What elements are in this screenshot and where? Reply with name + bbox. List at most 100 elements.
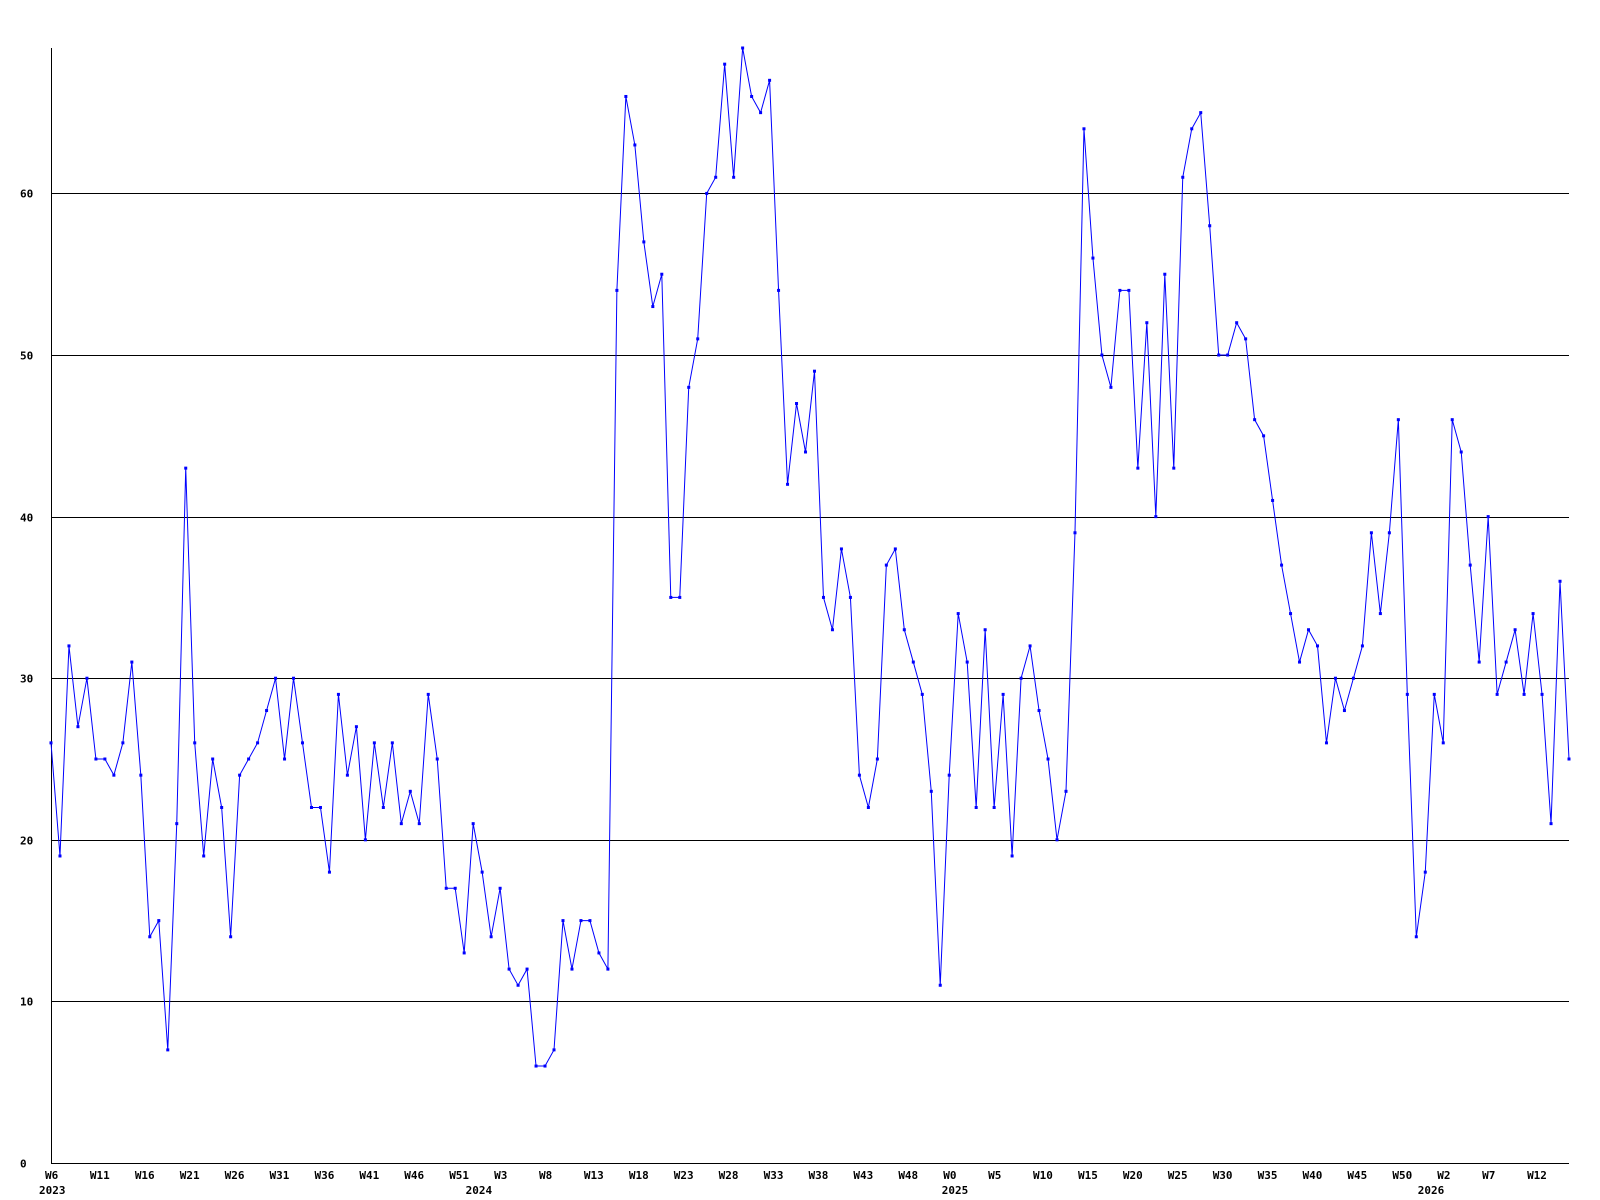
x-tick-label: W36 [314, 1169, 334, 1182]
data-point [265, 709, 269, 713]
data-point [408, 789, 412, 793]
x-tick-label: W46 [404, 1169, 424, 1182]
data-point [1369, 531, 1373, 535]
y-tick-label: 60 [20, 188, 33, 201]
x-tick-label: W12 [1527, 1169, 1547, 1182]
data-point [184, 466, 188, 470]
data-point [1387, 531, 1391, 535]
data-point [543, 1064, 547, 1068]
data-point [795, 402, 799, 406]
data-point [678, 595, 682, 599]
data-point [1037, 709, 1041, 713]
data-point [741, 46, 745, 50]
data-point [130, 660, 134, 664]
data-point [687, 385, 691, 389]
y-tick-label: 40 [20, 512, 33, 525]
data-point [1486, 515, 1490, 519]
data-point [1414, 935, 1418, 939]
x-tick-label: W10 [1033, 1169, 1053, 1182]
data-point [1010, 854, 1014, 858]
data-point [1082, 127, 1086, 131]
data-point [1405, 692, 1409, 696]
data-point [1360, 644, 1364, 648]
data-point [1477, 660, 1481, 664]
data-point [372, 741, 376, 745]
data-point [318, 805, 322, 809]
x-tick-label: W38 [808, 1169, 828, 1182]
x-tick-label: W26 [225, 1169, 245, 1182]
data-point [642, 240, 646, 244]
x-tick-label: W43 [853, 1169, 873, 1182]
data-point [812, 369, 816, 373]
data-point [336, 692, 340, 696]
data-point [1280, 563, 1284, 567]
data-point [435, 757, 439, 761]
data-point [1504, 660, 1508, 664]
data-point [301, 741, 304, 745]
data-point [884, 563, 888, 567]
data-point [1271, 498, 1275, 502]
gridlines [51, 193, 1569, 1002]
x-tick-label: W15 [1078, 1169, 1098, 1182]
data-point [579, 919, 583, 923]
data-point [292, 676, 296, 680]
data-point [399, 822, 403, 826]
data-point [1136, 466, 1140, 470]
data-point [992, 805, 996, 809]
data-point [327, 870, 331, 874]
year-label: 2023 [39, 1184, 66, 1197]
x-tick-label: W18 [629, 1169, 649, 1182]
data-point [1091, 256, 1095, 260]
data-point [1495, 692, 1499, 696]
y-tick-label: 30 [20, 673, 33, 686]
data-point [1046, 757, 1050, 761]
data-point [1028, 644, 1032, 648]
data-point [696, 337, 700, 341]
data-point [1073, 531, 1077, 535]
y-tick-label: 0 [20, 1158, 27, 1171]
data-point [1450, 418, 1454, 422]
data-point [1262, 434, 1266, 438]
data-point [723, 62, 727, 66]
data-point [148, 935, 152, 939]
x-tick-label: W28 [719, 1169, 739, 1182]
x-tick-label: W20 [1123, 1169, 1143, 1182]
x-tick-label: W7 [1482, 1169, 1495, 1182]
x-tick-label: W51 [449, 1169, 469, 1182]
data-point [1019, 676, 1023, 680]
x-tick-label: W11 [90, 1169, 110, 1182]
data-point [651, 305, 655, 309]
data-point [166, 1048, 170, 1052]
data-point [1253, 418, 1257, 422]
data-point [1459, 450, 1463, 454]
data-point [1118, 288, 1122, 292]
data-point [1432, 692, 1436, 696]
data-point [1109, 385, 1113, 389]
data-point [624, 94, 628, 98]
y-tick-label: 50 [20, 350, 33, 363]
y-tick-label: 20 [20, 835, 33, 848]
data-point [983, 628, 987, 632]
data-point [1441, 741, 1445, 745]
x-tick-label: W8 [539, 1169, 552, 1182]
data-point [570, 967, 574, 971]
x-tick-label: W50 [1392, 1169, 1412, 1182]
data-point [76, 725, 80, 729]
data-point [202, 854, 206, 858]
data-point [1172, 466, 1176, 470]
data-point [561, 919, 565, 923]
data-point [157, 919, 161, 923]
data-point [839, 547, 843, 551]
data-point [1513, 628, 1517, 632]
data-point [498, 886, 502, 890]
data-point [193, 741, 197, 745]
data-point [848, 595, 852, 599]
data-point [938, 983, 942, 987]
data-point [759, 111, 763, 115]
data-point [1351, 676, 1355, 680]
data-point [1333, 676, 1337, 680]
data-point [1567, 757, 1571, 761]
data-point [875, 757, 879, 761]
data-point [175, 822, 179, 826]
data-point [1100, 353, 1104, 357]
